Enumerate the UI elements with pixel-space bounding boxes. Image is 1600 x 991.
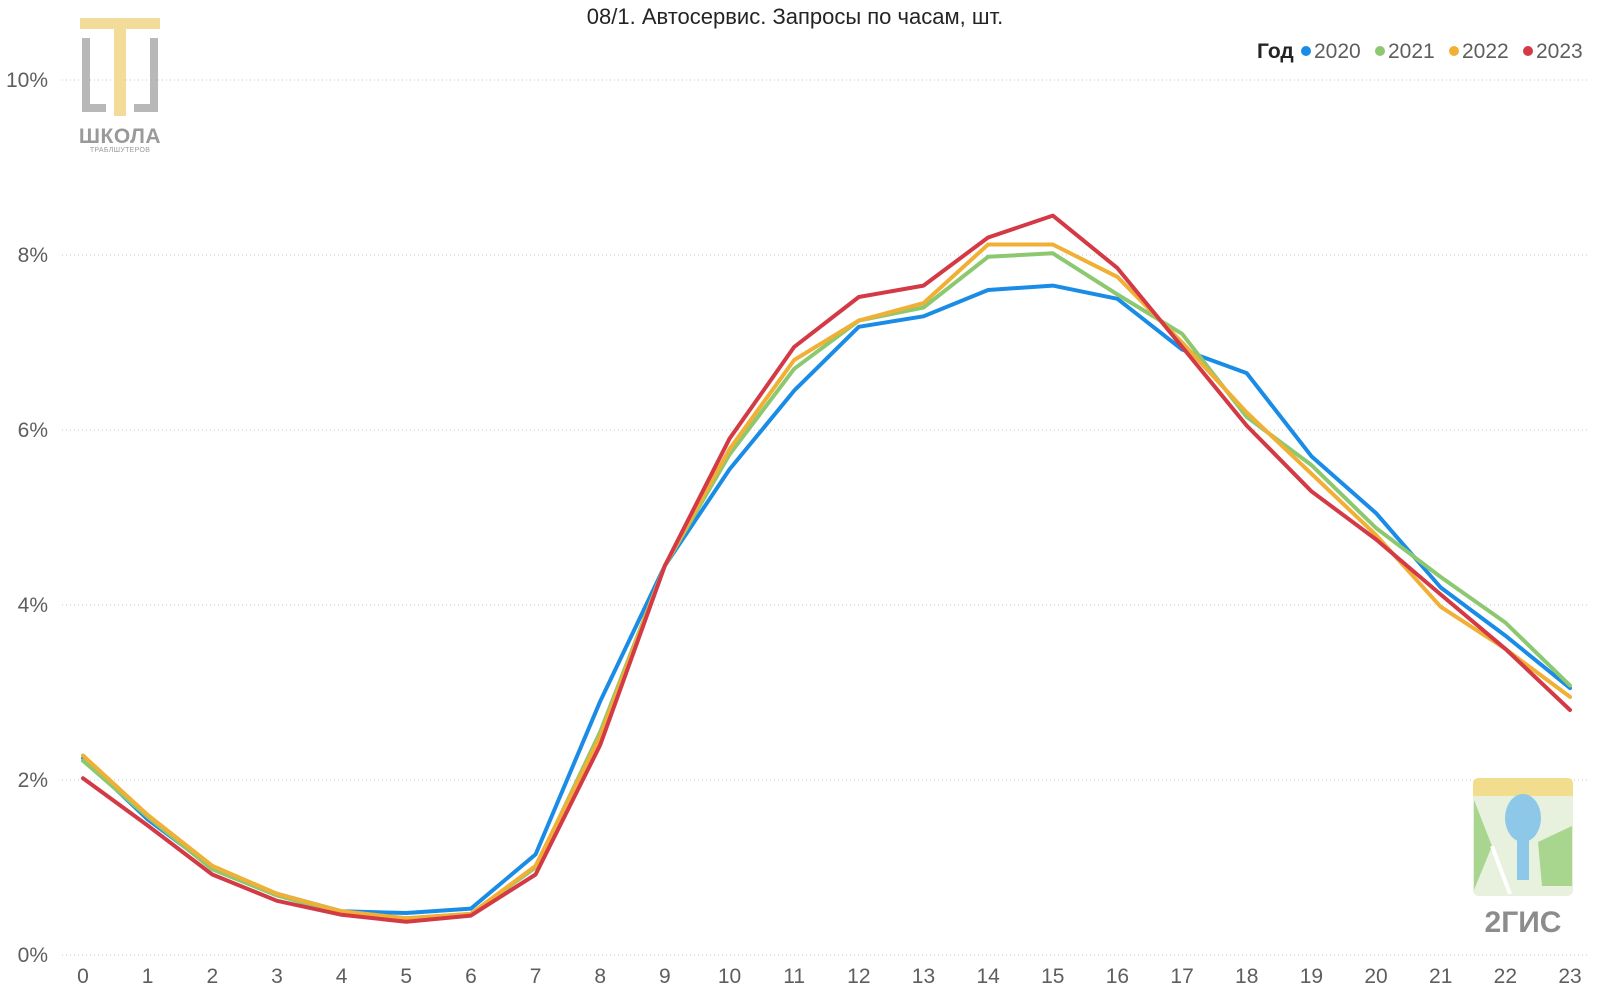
- legend-label: 2021: [1388, 40, 1435, 63]
- x-tick-label: 22: [1494, 965, 1517, 988]
- x-tick-label: 17: [1170, 965, 1193, 988]
- twogis-logo: 2ГИС: [1473, 778, 1573, 939]
- series-line-2020: [81, 283, 1572, 915]
- x-tick-label: 8: [594, 965, 606, 988]
- x-tick-label: 2: [206, 965, 218, 988]
- x-tick-label: 0: [77, 965, 89, 988]
- x-tick-label: 15: [1041, 965, 1064, 988]
- series-line-2021: [81, 251, 1572, 921]
- series-line-2023: [81, 213, 1572, 924]
- x-tick-label: 14: [976, 965, 1000, 988]
- x-tick-label: 19: [1300, 965, 1323, 988]
- x-tick-label: 1: [142, 965, 154, 988]
- series-line-2022: [81, 242, 1572, 921]
- x-tick-label: 21: [1429, 965, 1452, 988]
- x-tick-label: 10: [718, 965, 741, 988]
- y-axis: 0% 2% 4% 6% 8% 10%: [6, 69, 48, 967]
- chart-title: 08/1. Автосервис. Запросы по часам, шт.: [587, 4, 1003, 29]
- y-tick-label: 10%: [6, 69, 48, 92]
- school-logo-subtext: ТРАБЛШУТЕРОВ: [90, 147, 150, 154]
- legend-marker: [1449, 46, 1459, 56]
- x-tick-label: 3: [271, 965, 283, 988]
- legend[interactable]: Год 2020 2021 2022 2023: [1257, 40, 1583, 63]
- x-axis: 0 1 2 3 4 5 6 7 8 9 10 11 12 13 14 15 16 17 18 19 20 21 22 23: [77, 965, 1582, 988]
- x-tick-label: 4: [336, 965, 348, 988]
- x-tick-label: 12: [847, 965, 870, 988]
- school-logo: ШКОЛА ТРАБЛШУТЕРОВ: [79, 18, 161, 154]
- legend-title: Год: [1257, 40, 1294, 63]
- y-tick-label: 8%: [18, 244, 48, 267]
- x-tick-label: 23: [1558, 965, 1581, 988]
- legend-marker: [1375, 46, 1385, 56]
- legend-marker: [1301, 46, 1311, 56]
- x-tick-label: 18: [1235, 965, 1258, 988]
- x-tick-label: 16: [1106, 965, 1129, 988]
- x-tick-label: 20: [1364, 965, 1387, 988]
- x-tick-label: 7: [530, 965, 542, 988]
- legend-item-2020[interactable]: 2020: [1301, 40, 1361, 63]
- twogis-logo-text: 2ГИС: [1485, 906, 1562, 939]
- x-tick-label: 9: [659, 965, 671, 988]
- y-tick-label: 2%: [18, 769, 48, 792]
- y-tick-label: 6%: [18, 419, 48, 442]
- legend-item-2023[interactable]: 2023: [1523, 40, 1583, 63]
- y-tick-label: 4%: [18, 594, 48, 617]
- school-logo-text: ШКОЛА: [79, 125, 161, 148]
- x-tick-label: 11: [783, 965, 805, 988]
- legend-marker: [1523, 46, 1533, 56]
- series-lines: [81, 213, 1572, 924]
- legend-label: 2022: [1462, 40, 1509, 63]
- x-tick-label: 13: [912, 965, 935, 988]
- gridlines: [62, 79, 1590, 956]
- legend-label: 2020: [1314, 40, 1361, 63]
- legend-item-2022[interactable]: 2022: [1449, 40, 1509, 63]
- legend-item-2021[interactable]: 2021: [1375, 40, 1435, 63]
- y-tick-label: 0%: [18, 944, 48, 967]
- x-tick-label: 5: [400, 965, 412, 988]
- x-tick-label: 6: [465, 965, 477, 988]
- legend-label: 2023: [1536, 40, 1583, 63]
